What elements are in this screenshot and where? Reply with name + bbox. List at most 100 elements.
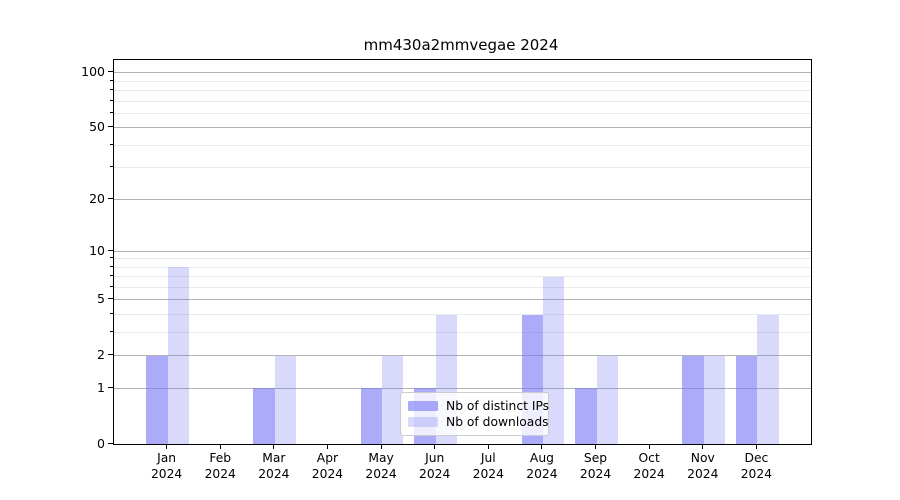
minor-gridline xyxy=(114,314,811,316)
y-minor-tick-mark xyxy=(110,79,113,81)
y-tick-mark xyxy=(108,249,113,251)
minor-gridline xyxy=(114,266,811,268)
bar-distinct-ips xyxy=(575,388,597,444)
x-tick-label: Nov 2024 xyxy=(687,450,718,482)
y-minor-tick-mark xyxy=(110,166,113,168)
x-tick-mark xyxy=(648,444,650,449)
legend-entry-distinct-ips: Nb of distinct IPs xyxy=(408,398,549,414)
minor-gridline xyxy=(114,100,811,102)
legend-label: Nb of downloads xyxy=(446,415,549,429)
minor-gridline xyxy=(114,112,811,114)
bar-downloads xyxy=(757,314,779,444)
x-tick-month: Mar xyxy=(262,451,286,465)
x-tick-mark xyxy=(166,444,168,449)
x-tick-label: Mar 2024 xyxy=(258,450,289,482)
x-tick-label: Oct 2024 xyxy=(633,450,664,482)
x-tick-year: 2024 xyxy=(526,467,558,481)
x-tick-mark xyxy=(595,444,597,449)
x-tick-year: 2024 xyxy=(419,467,451,481)
x-tick-month: May xyxy=(368,451,394,465)
major-gridline xyxy=(114,198,811,200)
x-tick-year: 2024 xyxy=(472,467,504,481)
chart-title: mm430a2mmvegae 2024 xyxy=(363,36,559,54)
x-tick-year: 2024 xyxy=(687,467,719,481)
y-minor-tick-mark xyxy=(110,143,113,145)
x-tick-year: 2024 xyxy=(204,467,236,481)
x-tick-label: Jan 2024 xyxy=(151,450,182,482)
y-tick-label: 5 xyxy=(97,291,105,307)
bar-downloads xyxy=(703,355,726,444)
y-minor-tick-mark xyxy=(110,99,113,101)
legend-swatch xyxy=(408,417,438,427)
x-tick-month: Oct xyxy=(638,451,660,465)
y-tick-label: 100 xyxy=(81,64,105,80)
bar-distinct-ips xyxy=(146,355,168,444)
x-tick-mark xyxy=(755,444,757,449)
x-tick-mark xyxy=(434,444,436,449)
x-tick-mark xyxy=(541,444,543,449)
legend-label: Nb of distinct IPs xyxy=(446,399,550,413)
x-tick-label: Jul 2024 xyxy=(473,450,504,482)
minor-gridline xyxy=(114,332,811,334)
plot-area xyxy=(113,59,812,445)
minor-gridline xyxy=(114,90,811,92)
bar-distinct-ips xyxy=(735,355,758,444)
x-tick-year: 2024 xyxy=(311,467,344,481)
y-tick-label: 10 xyxy=(89,242,105,258)
legend-swatch xyxy=(408,401,438,411)
y-tick-mark xyxy=(108,354,113,356)
y-tick-mark xyxy=(108,442,113,444)
minor-gridline xyxy=(114,167,811,169)
x-tick-month: Sep xyxy=(583,451,608,465)
y-minor-tick-mark xyxy=(110,275,113,277)
x-tick-month: Dec xyxy=(744,451,769,465)
x-tick-mark xyxy=(219,444,221,449)
bar-distinct-ips xyxy=(253,388,275,444)
x-tick-label: Feb 2024 xyxy=(205,450,236,482)
x-tick-label: Sep 2024 xyxy=(580,450,611,482)
bar-downloads xyxy=(382,355,404,444)
x-tick-month: Jan xyxy=(157,451,177,465)
x-tick-month: Jun xyxy=(425,451,445,465)
x-tick-year: 2024 xyxy=(365,467,397,481)
x-tick-year: 2024 xyxy=(579,467,612,481)
legend: Nb of distinct IPs Nb of downloads xyxy=(400,392,549,436)
y-tick-mark xyxy=(108,298,113,300)
x-tick-year: 2024 xyxy=(740,467,773,481)
y-minor-tick-mark xyxy=(110,89,113,91)
x-tick-label: Apr 2024 xyxy=(312,450,343,482)
bar-downloads xyxy=(274,355,297,444)
x-tick-year: 2024 xyxy=(150,467,183,481)
y-tick-label: 0 xyxy=(97,435,105,451)
y-minor-tick-mark xyxy=(110,111,113,113)
bar-downloads xyxy=(167,267,189,444)
x-tick-year: 2024 xyxy=(633,467,665,481)
x-tick-label: Dec 2024 xyxy=(741,450,772,482)
x-tick-year: 2024 xyxy=(258,467,290,481)
minor-gridline xyxy=(114,276,811,278)
y-tick-label: 20 xyxy=(89,190,105,206)
bar-downloads xyxy=(596,355,618,444)
y-tick-mark xyxy=(108,71,113,73)
major-gridline xyxy=(114,299,811,301)
y-minor-tick-mark xyxy=(110,265,113,267)
major-gridline xyxy=(114,387,811,389)
y-minor-tick-mark xyxy=(110,331,113,333)
y-minor-tick-mark xyxy=(110,257,113,259)
y-tick-label: 2 xyxy=(97,347,105,363)
x-tick-label: Aug 2024 xyxy=(526,450,557,482)
bar-distinct-ips xyxy=(360,388,383,444)
y-tick-mark xyxy=(108,386,113,388)
x-tick-month: Apr xyxy=(316,451,339,465)
major-gridline xyxy=(114,355,811,357)
y-minor-tick-mark xyxy=(110,286,113,288)
bar-distinct-ips xyxy=(682,355,704,444)
y-tick-label: 1 xyxy=(97,379,105,395)
x-tick-mark xyxy=(487,444,489,449)
x-tick-mark xyxy=(326,444,328,449)
x-tick-month: Nov xyxy=(690,451,715,465)
major-gridline xyxy=(114,127,811,129)
x-tick-mark xyxy=(702,444,704,449)
legend-entry-downloads: Nb of downloads xyxy=(408,414,549,430)
